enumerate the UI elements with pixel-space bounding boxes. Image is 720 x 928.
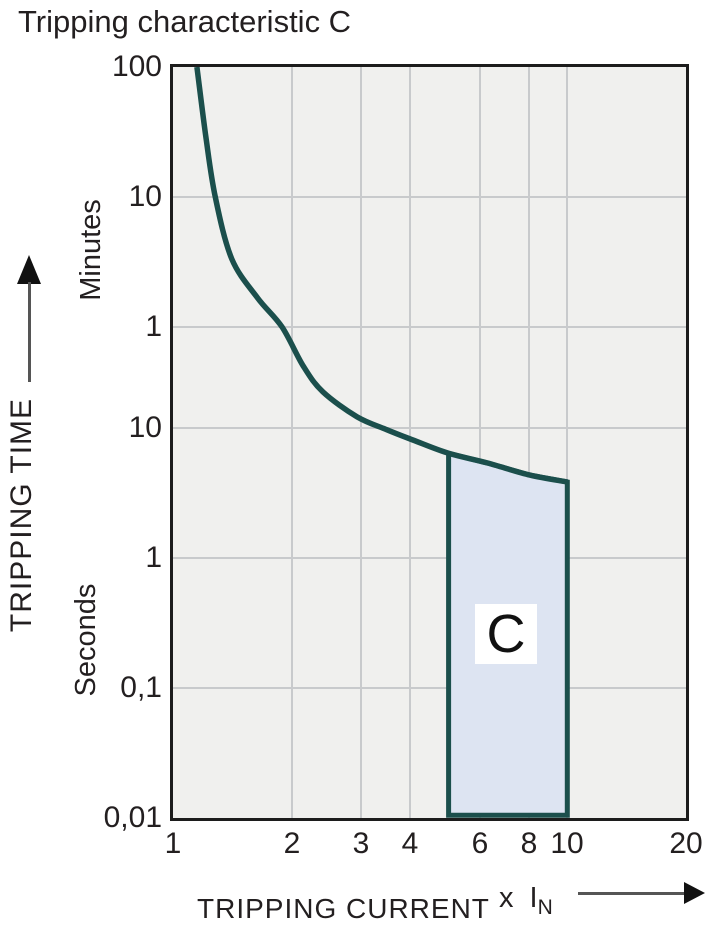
x-tick-label: 1 [164, 827, 182, 860]
y-tick-label: 1 [145, 310, 162, 343]
y-axis-title: TRIPPING TIME [5, 397, 38, 633]
y-axis-arrow-up-icon [17, 255, 41, 284]
y-tick-label: 0,01 [103, 801, 162, 834]
region-label-box: C [475, 604, 537, 664]
x-axis-multiplier-text: x I [499, 882, 538, 914]
x-axis-arrow-line [578, 892, 686, 895]
vertical-gridline [409, 67, 412, 818]
x-tick-label: 8 [520, 827, 538, 860]
y-axis-unit-minutes: Minutes [75, 199, 107, 301]
x-tick-label: 3 [352, 827, 370, 860]
horizontal-gridline [173, 325, 686, 328]
y-tick-label: 10 [128, 411, 162, 444]
horizontal-gridline [173, 196, 686, 198]
chart-canvas [194, 67, 570, 818]
vertical-gridline [528, 67, 531, 818]
vertical-gridline [290, 67, 293, 818]
y-axis-arrow-line [28, 282, 31, 382]
horizontal-gridline [173, 687, 686, 689]
horizontal-gridline [173, 427, 686, 430]
horizontal-gridline [173, 557, 686, 560]
x-axis-title: TRIPPING CURRENT [197, 893, 490, 924]
x-tick-label: 20 [669, 827, 703, 860]
y-tick-label: 0,1 [120, 671, 162, 704]
x-tick-label: 2 [283, 827, 301, 860]
tripping-curve [194, 67, 568, 485]
x-tick-label: 6 [471, 827, 489, 860]
x-axis-multiplier: x IN [499, 882, 553, 920]
page-title: Tripping characteristic C [18, 4, 352, 39]
vertical-gridline [566, 67, 569, 818]
y-axis-unit-seconds: Seconds [70, 583, 102, 697]
x-axis-arrow-right-icon [684, 882, 705, 904]
x-axis-multiplier-subscript: N [537, 896, 553, 919]
vertical-gridline [360, 67, 363, 818]
y-tick-label: 1 [145, 541, 162, 574]
vertical-gridline [478, 67, 481, 818]
y-tick-label: 100 [111, 50, 162, 83]
x-tick-label: 4 [401, 827, 419, 860]
x-tick-label: 10 [550, 827, 584, 860]
y-tick-label: 10 [128, 180, 162, 213]
plot-area: C [170, 64, 689, 821]
region-label: C [486, 604, 526, 664]
